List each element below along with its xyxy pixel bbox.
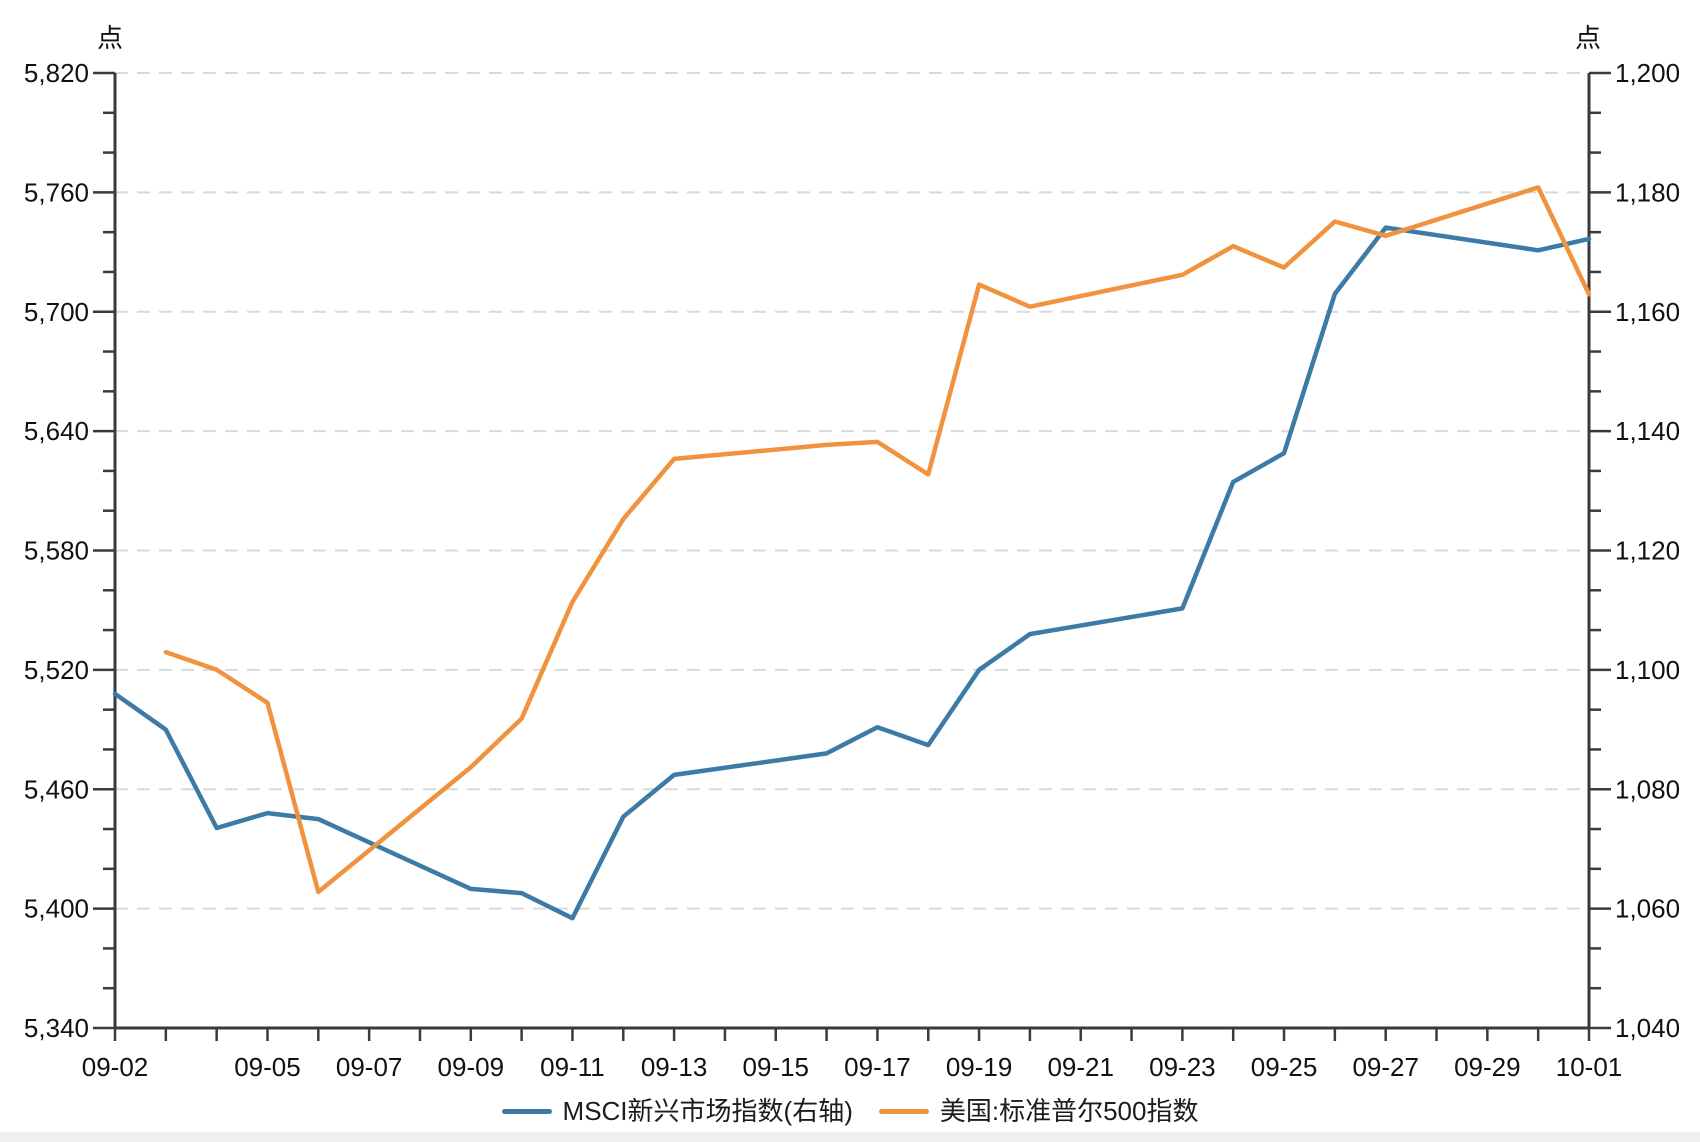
bottom-bar: [0, 1132, 1700, 1142]
right-axis-tick-label: 1,120: [1615, 536, 1680, 566]
x-axis-tick-label: 09-11: [540, 1052, 605, 1082]
legend-swatch-sp500: [878, 1108, 929, 1114]
legend-swatch-msci-em: [501, 1108, 552, 1114]
x-axis-tick-label: 09-27: [1352, 1052, 1419, 1082]
x-axis-tick-label: 09-07: [336, 1052, 403, 1082]
x-axis-tick-label: 09-05: [234, 1052, 301, 1082]
right-axis-tick-label: 1,180: [1615, 177, 1680, 207]
right-axis-tick-label: 1,060: [1615, 894, 1680, 924]
x-axis-tick-label: 09-29: [1454, 1052, 1521, 1082]
left-axis-tick-label: 5,760: [24, 177, 89, 207]
x-axis-tick-label: 09-19: [946, 1052, 1013, 1082]
x-axis-tick-label: 10-01: [1556, 1052, 1623, 1082]
left-axis-tick-label: 5,700: [24, 297, 89, 327]
x-axis-tick-label: 09-17: [844, 1052, 911, 1082]
legend-item-msci-em: MSCI新兴市场指数(右轴): [501, 1096, 853, 1126]
left-axis-tick-label: 5,640: [24, 416, 89, 446]
right-axis-unit-label: 点: [1575, 23, 1601, 53]
left-axis-tick-label: 5,580: [24, 536, 89, 566]
legend-item-sp500: 美国:标准普尔500指数: [878, 1096, 1199, 1126]
legend-label-sp500: 美国:标准普尔500指数: [939, 1096, 1199, 1126]
x-axis-tick-label: 09-15: [743, 1052, 810, 1082]
right-axis-tick-label: 1,200: [1615, 58, 1680, 88]
left-axis-tick-label: 5,820: [24, 58, 89, 88]
x-axis-tick-label: 09-09: [438, 1052, 505, 1082]
left-axis-tick-label: 5,520: [24, 655, 89, 685]
msci-em-line: [112, 225, 1592, 921]
x-axis-tick-label: 09-21: [1047, 1052, 1114, 1082]
x-axis-tick-label: 09-23: [1149, 1052, 1216, 1082]
x-axis-tick-label: 09-02: [82, 1052, 149, 1082]
legend: MSCI新兴市场指数(右轴) 美国:标准普尔500指数: [0, 1098, 1700, 1124]
right-axis-tick-label: 1,140: [1615, 416, 1680, 446]
left-axis-unit-label: 点: [97, 23, 123, 53]
right-axis-tick-label: 1,040: [1615, 1013, 1680, 1043]
x-axis-tick-label: 09-25: [1251, 1052, 1318, 1082]
x-axis-tick-label: 09-13: [641, 1052, 708, 1082]
left-axis-tick-label: 5,340: [24, 1013, 89, 1043]
left-axis-tick-label: 5,460: [24, 774, 89, 804]
right-axis-tick-label: 1,080: [1615, 774, 1680, 804]
left-axis-tick-label: 5,400: [24, 894, 89, 924]
right-axis-tick-label: 1,160: [1615, 297, 1680, 327]
sp500-line: [163, 185, 1592, 895]
legend-label-msci-em: MSCI新兴市场指数(右轴): [562, 1096, 853, 1126]
right-axis-tick-label: 1,100: [1615, 655, 1680, 685]
